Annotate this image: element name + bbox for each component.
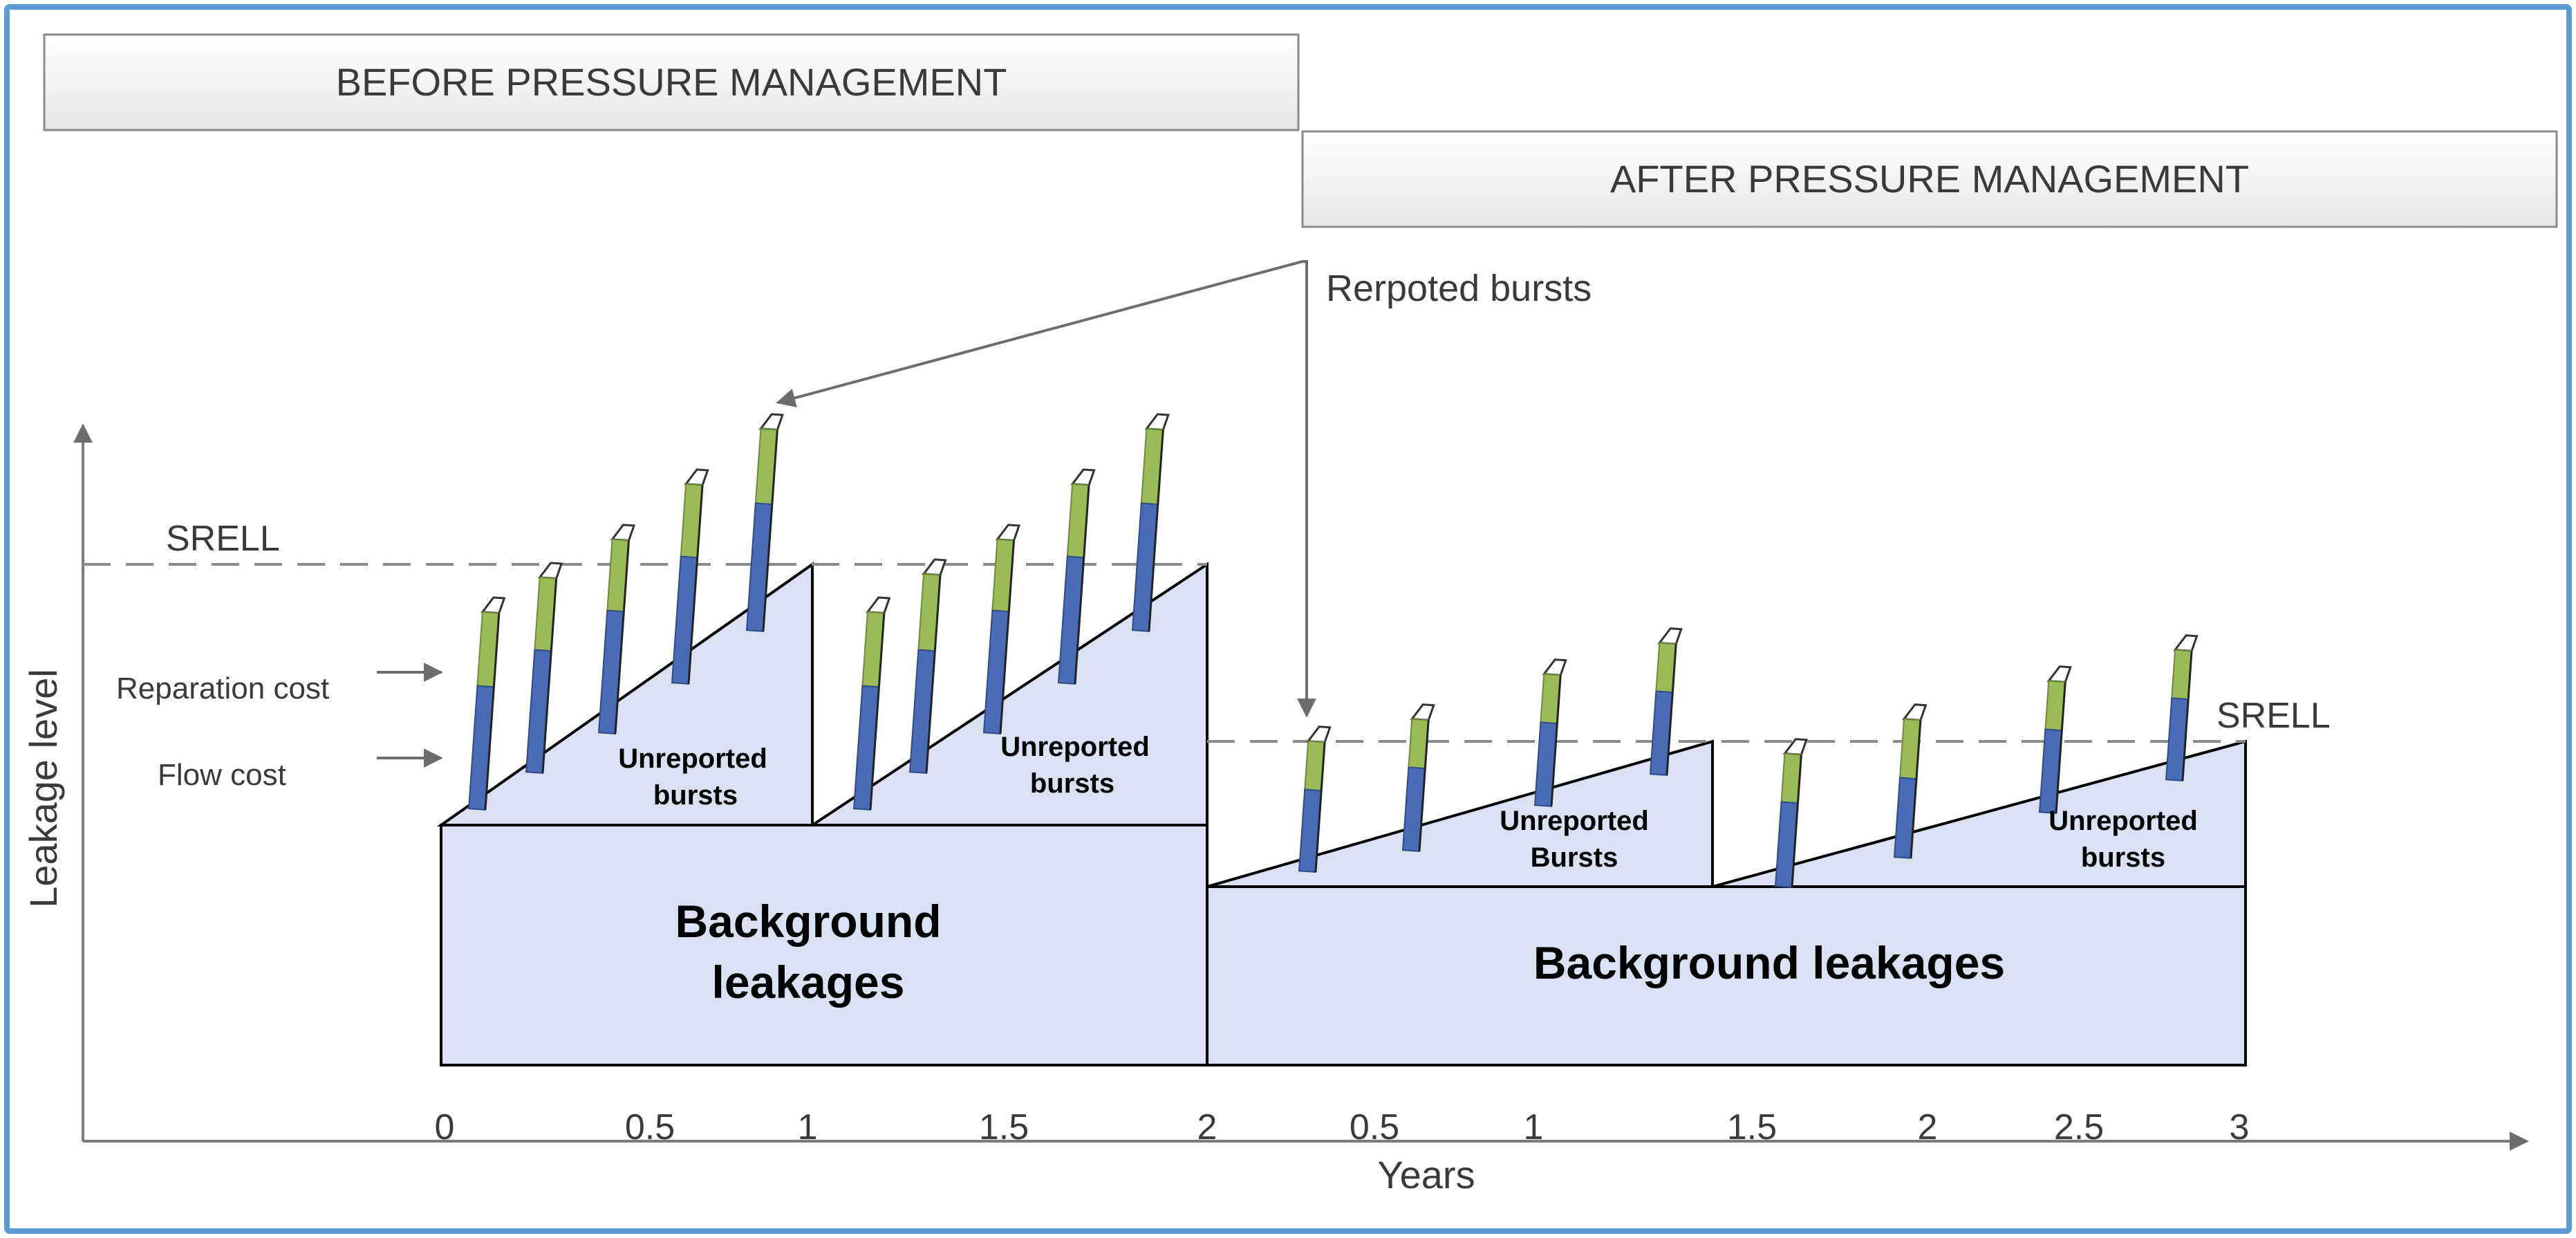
x-axis-label: Years [1377,1153,1475,1197]
region-labels: Unreported bursts Unreported bursts Unre… [618,732,2198,1008]
burst-bar-18 [2165,634,2199,782]
background-after-block [1206,885,2247,1066]
burst-bar-cap [1657,627,1683,645]
burst-bar-edge [1418,720,1430,851]
burst-bar-edge [1148,429,1164,631]
tick-label-after-1: 1 [1524,1107,1544,1147]
burst-bar-cap [1410,703,1435,721]
unreported-after-2-line1: Unreported [2048,806,2198,836]
burst-bar-edge [687,485,704,684]
burst-bar-edge [1910,720,1922,858]
burst-bar-cap [1306,726,1332,743]
header-after: AFTER PRESSURE MANAGEMENT [1301,130,2558,228]
tick-label-after-1-5: 1.5 [1727,1107,1777,1147]
burst-bar-6 [852,596,891,811]
burst-bar-cap [2173,634,2199,652]
burst-bar-edge [1074,485,1090,684]
burst-bar-edge [1314,742,1326,872]
tick-label-0: 0 [435,1107,455,1147]
tick-label-after-3: 3 [2230,1107,2250,1147]
unreported-before-1-line1: Unreported [618,743,767,774]
unreported-after-1-line2: Bursts [1531,842,1618,873]
burst-bar-17 [2038,665,2072,814]
burst-bar-9 [1057,468,1096,685]
tick-label-2: 2 [1197,1107,1217,1147]
burst-bar-cap [1070,468,1096,487]
unreported-triangle-after-1 [1206,739,1714,888]
background-after-label: Background leakages [1533,937,2005,988]
srell-after-label: SRELL [2216,696,2331,736]
burst-bar-16 [1893,703,1928,859]
burst-bar-1 [467,596,506,811]
tick-label-0-5: 0.5 [625,1107,675,1147]
burst-bar-edge [614,540,630,734]
header-before: BEFORE PRESSURE MANAGEMENT [43,33,1300,131]
burst-bar-edge [762,429,778,631]
burst-bar-cap [537,562,563,580]
burst-bar-8 [982,524,1021,735]
tick-label-1: 1 [798,1107,818,1147]
unreported-before-1-line2: bursts [653,780,738,811]
burst-bar-edge [999,540,1015,734]
burst-bar-cap [866,596,891,615]
burst-bar-cap [610,524,636,542]
burst-bar-7 [908,558,947,774]
burst-bar-4 [671,468,709,685]
x-tick-labels: 0 0.5 1 1.5 2 0.5 1 1.5 2 2.5 3 [435,1107,2250,1147]
burst-bar-edge [2181,651,2193,781]
burst-bar-14 [1649,627,1683,776]
burst-bar-cap [758,413,784,432]
burst-bar-edge [925,575,942,773]
reported-bursts-arrow-before [776,260,1303,407]
header-after-label: AFTER PRESSURE MANAGEMENT [1610,157,2249,201]
srell-before-label: SRELL [166,519,280,559]
burst-bar-edge [2055,682,2066,813]
burst-bar-cap [922,558,947,577]
burst-bar-edge [869,613,886,810]
burst-bar-2 [525,562,563,774]
reported-bursts-arrow-after [1297,260,1316,718]
burst-bar-edge [1550,675,1562,806]
unreported-before-2-line2: bursts [1030,768,1114,799]
burst-bar-13 [1533,658,1567,807]
burst-bar-cap [2046,665,2072,683]
flow-cost-label: Flow cost [158,758,286,792]
unreported-before-2-line1: Unreported [1000,732,1150,762]
burst-bar-edge [541,578,558,773]
burst-bar-12 [1401,703,1435,852]
reported-burst-bars [467,413,2199,888]
tick-label-after-2-5: 2.5 [2054,1107,2104,1147]
burst-bar-cap [995,524,1021,542]
header-before-label: BEFORE PRESSURE MANAGEMENT [336,60,1007,104]
reported-bursts-label: Rerpoted bursts [1326,268,1592,309]
tick-label-after-0-5: 0.5 [1350,1107,1399,1147]
unreported-triangle-after-2 [1712,739,2247,888]
burst-bar-11 [1298,726,1332,873]
burst-bar-edge [484,613,501,810]
unreported-after-1-line1: Unreported [1500,806,1649,836]
tick-label-after-2: 2 [1918,1107,1938,1147]
unreported-after-2-line2: bursts [2081,842,2165,873]
burst-bar-5 [745,413,784,632]
reparation-cost-label: Reparation cost [116,672,329,705]
background-before-line1: Background [675,896,941,947]
burst-bar-cap [480,596,506,615]
background-before-block [440,824,1208,1066]
tick-label-1-5: 1.5 [979,1107,1029,1147]
outer-frame [4,4,2572,1234]
burst-bar-10 [1131,413,1170,632]
burst-bar-15 [1774,738,1808,888]
y-axis-label: Leakage level [21,669,65,908]
burst-bar-cap [1902,703,1928,721]
burst-bar-cap [1144,413,1170,432]
background-before-line2: leakages [712,957,905,1008]
burst-bar-edge [1791,755,1802,887]
burst-bar-3 [597,524,636,735]
burst-bar-edge [1665,644,1677,775]
burst-bar-cap [684,468,709,487]
burst-bar-cap [1542,658,1567,676]
